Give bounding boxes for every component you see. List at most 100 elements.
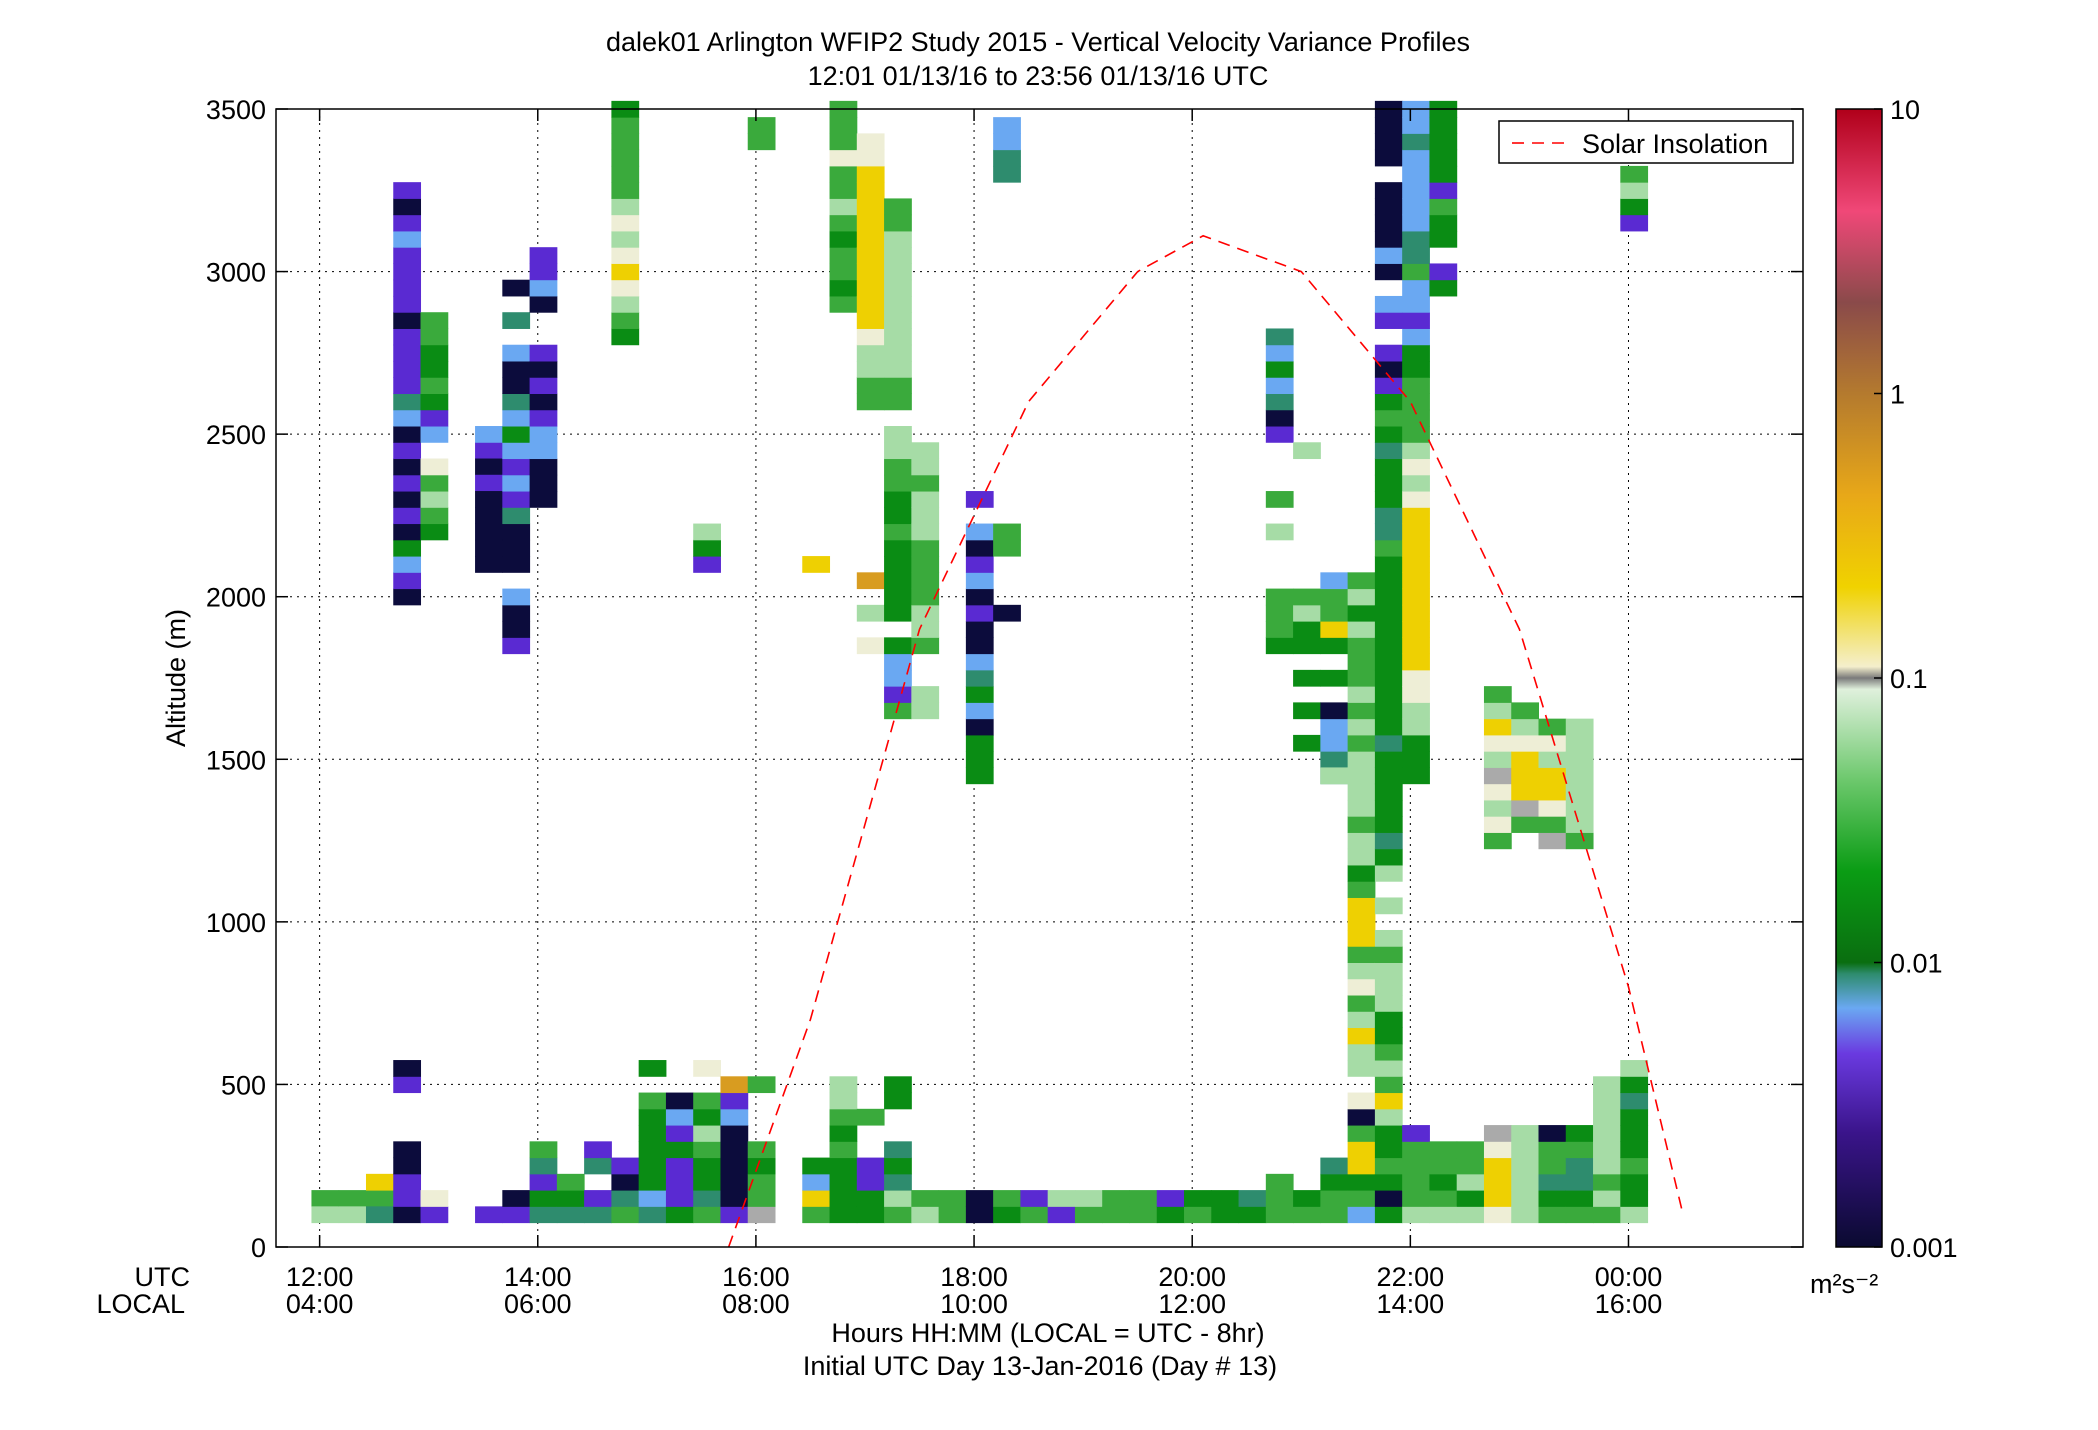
heatmap-cell — [1402, 377, 1430, 394]
heatmap-cell — [1402, 734, 1430, 752]
heatmap-cell — [1374, 409, 1403, 427]
heatmap-cell — [1374, 523, 1403, 541]
heatmap-cell — [420, 377, 449, 394]
heatmap-cell — [1374, 767, 1403, 785]
heatmap-cell — [393, 539, 422, 557]
heatmap-cell — [965, 767, 994, 785]
heatmap-cell — [1320, 767, 1349, 785]
heatmap-cell — [747, 1076, 776, 1094]
heatmap-cell — [856, 604, 885, 622]
heatmap-cell — [1374, 1190, 1403, 1207]
heatmap-cell — [502, 1190, 531, 1207]
heatmap-cell — [529, 442, 558, 460]
heatmap-cell — [393, 474, 422, 492]
heatmap-cell — [1538, 767, 1567, 785]
heatmap-cell — [365, 1173, 394, 1191]
heatmap-cell — [1402, 230, 1430, 248]
heatmap-cell — [338, 1206, 367, 1224]
heatmap-cell — [1020, 1206, 1049, 1224]
heatmap-cell — [829, 279, 858, 297]
heatmap-cell — [1538, 734, 1567, 752]
heatmap-cell — [965, 653, 994, 671]
heatmap-cell — [1374, 1173, 1403, 1191]
heatmap-cell — [1374, 426, 1403, 443]
heatmap-cell — [884, 458, 912, 476]
heatmap-cell — [1483, 686, 1512, 703]
heatmap-cell — [502, 604, 531, 622]
heatmap-cell — [1156, 1206, 1185, 1224]
heatmap-cell — [1347, 881, 1376, 898]
heatmap-cell — [638, 1125, 667, 1142]
heatmap-cell — [1429, 1190, 1458, 1207]
heatmap-cell — [1374, 1157, 1403, 1175]
heatmap-cell — [1538, 751, 1567, 768]
heatmap-cell — [393, 247, 422, 264]
heatmap-cell — [1620, 1092, 1649, 1110]
heatmap-cell — [1511, 734, 1540, 752]
heatmap-cell — [1074, 1190, 1103, 1207]
heatmap-cell — [529, 393, 558, 411]
heatmap-cell — [1429, 1173, 1458, 1191]
heatmap-cell — [1402, 458, 1430, 476]
heatmap-cell — [1320, 1206, 1349, 1224]
heatmap-cell — [1374, 263, 1403, 281]
heatmap-cell — [1565, 816, 1594, 833]
heatmap-cell — [1402, 523, 1430, 541]
heatmap-cell — [1374, 637, 1403, 655]
heatmap-cell — [1265, 491, 1294, 508]
heatmap-cell — [1565, 1190, 1594, 1207]
heatmap-cell — [665, 1092, 694, 1110]
heatmap-cell — [502, 312, 531, 329]
heatmap-cell — [856, 1190, 885, 1207]
heatmap-cell — [420, 458, 449, 476]
heatmap-cell — [884, 1141, 912, 1159]
y-axis-label: Altitude (m) — [161, 609, 191, 747]
heatmap-cell — [475, 442, 503, 460]
heatmap-cell — [965, 621, 994, 638]
heatmap-cell — [856, 149, 885, 167]
heatmap-cell — [720, 1190, 749, 1207]
heatmap-cell — [529, 360, 558, 378]
heatmap-cell — [1347, 1141, 1376, 1159]
heatmap-cell — [1293, 1190, 1321, 1207]
heatmap-cell — [1347, 702, 1376, 720]
heatmap-cell — [693, 1125, 721, 1142]
heatmap-cell — [1402, 426, 1430, 443]
chart-title-line1: dalek01 Arlington WFIP2 Study 2015 - Ver… — [606, 27, 1470, 57]
heatmap-cell — [665, 1108, 694, 1126]
heatmap-cell — [1374, 1027, 1403, 1045]
heatmap-cell — [1483, 751, 1512, 768]
heatmap-cell — [1402, 1141, 1430, 1159]
solar-insolation-line — [727, 234, 1684, 1248]
heatmap-cell — [802, 1173, 831, 1191]
heatmap-cell — [611, 214, 640, 232]
heatmap-cell — [884, 556, 912, 573]
heatmap-cell — [1347, 848, 1376, 866]
heatmap-cell — [393, 279, 422, 297]
heatmap-cell — [393, 182, 422, 199]
heatmap-cell — [1374, 182, 1403, 199]
heatmap-cell — [1265, 344, 1294, 362]
heatmap-cell — [1184, 1206, 1212, 1224]
heatmap-cell — [529, 1173, 558, 1191]
heatmap-cell — [502, 588, 531, 606]
heatmap-cell — [1320, 621, 1349, 638]
heatmap-cell — [993, 149, 1021, 167]
heatmap-cell — [611, 149, 640, 167]
heatmap-cell — [884, 1190, 912, 1207]
heatmap-cell — [556, 1206, 585, 1224]
heatmap-cell — [1483, 1190, 1512, 1207]
heatmap-cell — [529, 1206, 558, 1224]
heatmap-cell — [1129, 1206, 1158, 1224]
heatmap-cell — [856, 572, 885, 590]
x-tick-label-utc: 16:00 — [722, 1262, 790, 1292]
heatmap-cell — [1347, 929, 1376, 947]
heatmap-cell — [1374, 491, 1403, 508]
heatmap-cell — [1538, 799, 1567, 817]
heatmap-cell — [829, 198, 858, 216]
x-tick-label-local: 04:00 — [286, 1289, 354, 1319]
x-axis-label-line1: Hours HH:MM (LOCAL = UTC - 8hr) — [831, 1318, 1264, 1348]
heatmap-cell — [1429, 165, 1458, 183]
heatmap-cell — [1402, 409, 1430, 427]
heatmap-cell — [965, 669, 994, 687]
